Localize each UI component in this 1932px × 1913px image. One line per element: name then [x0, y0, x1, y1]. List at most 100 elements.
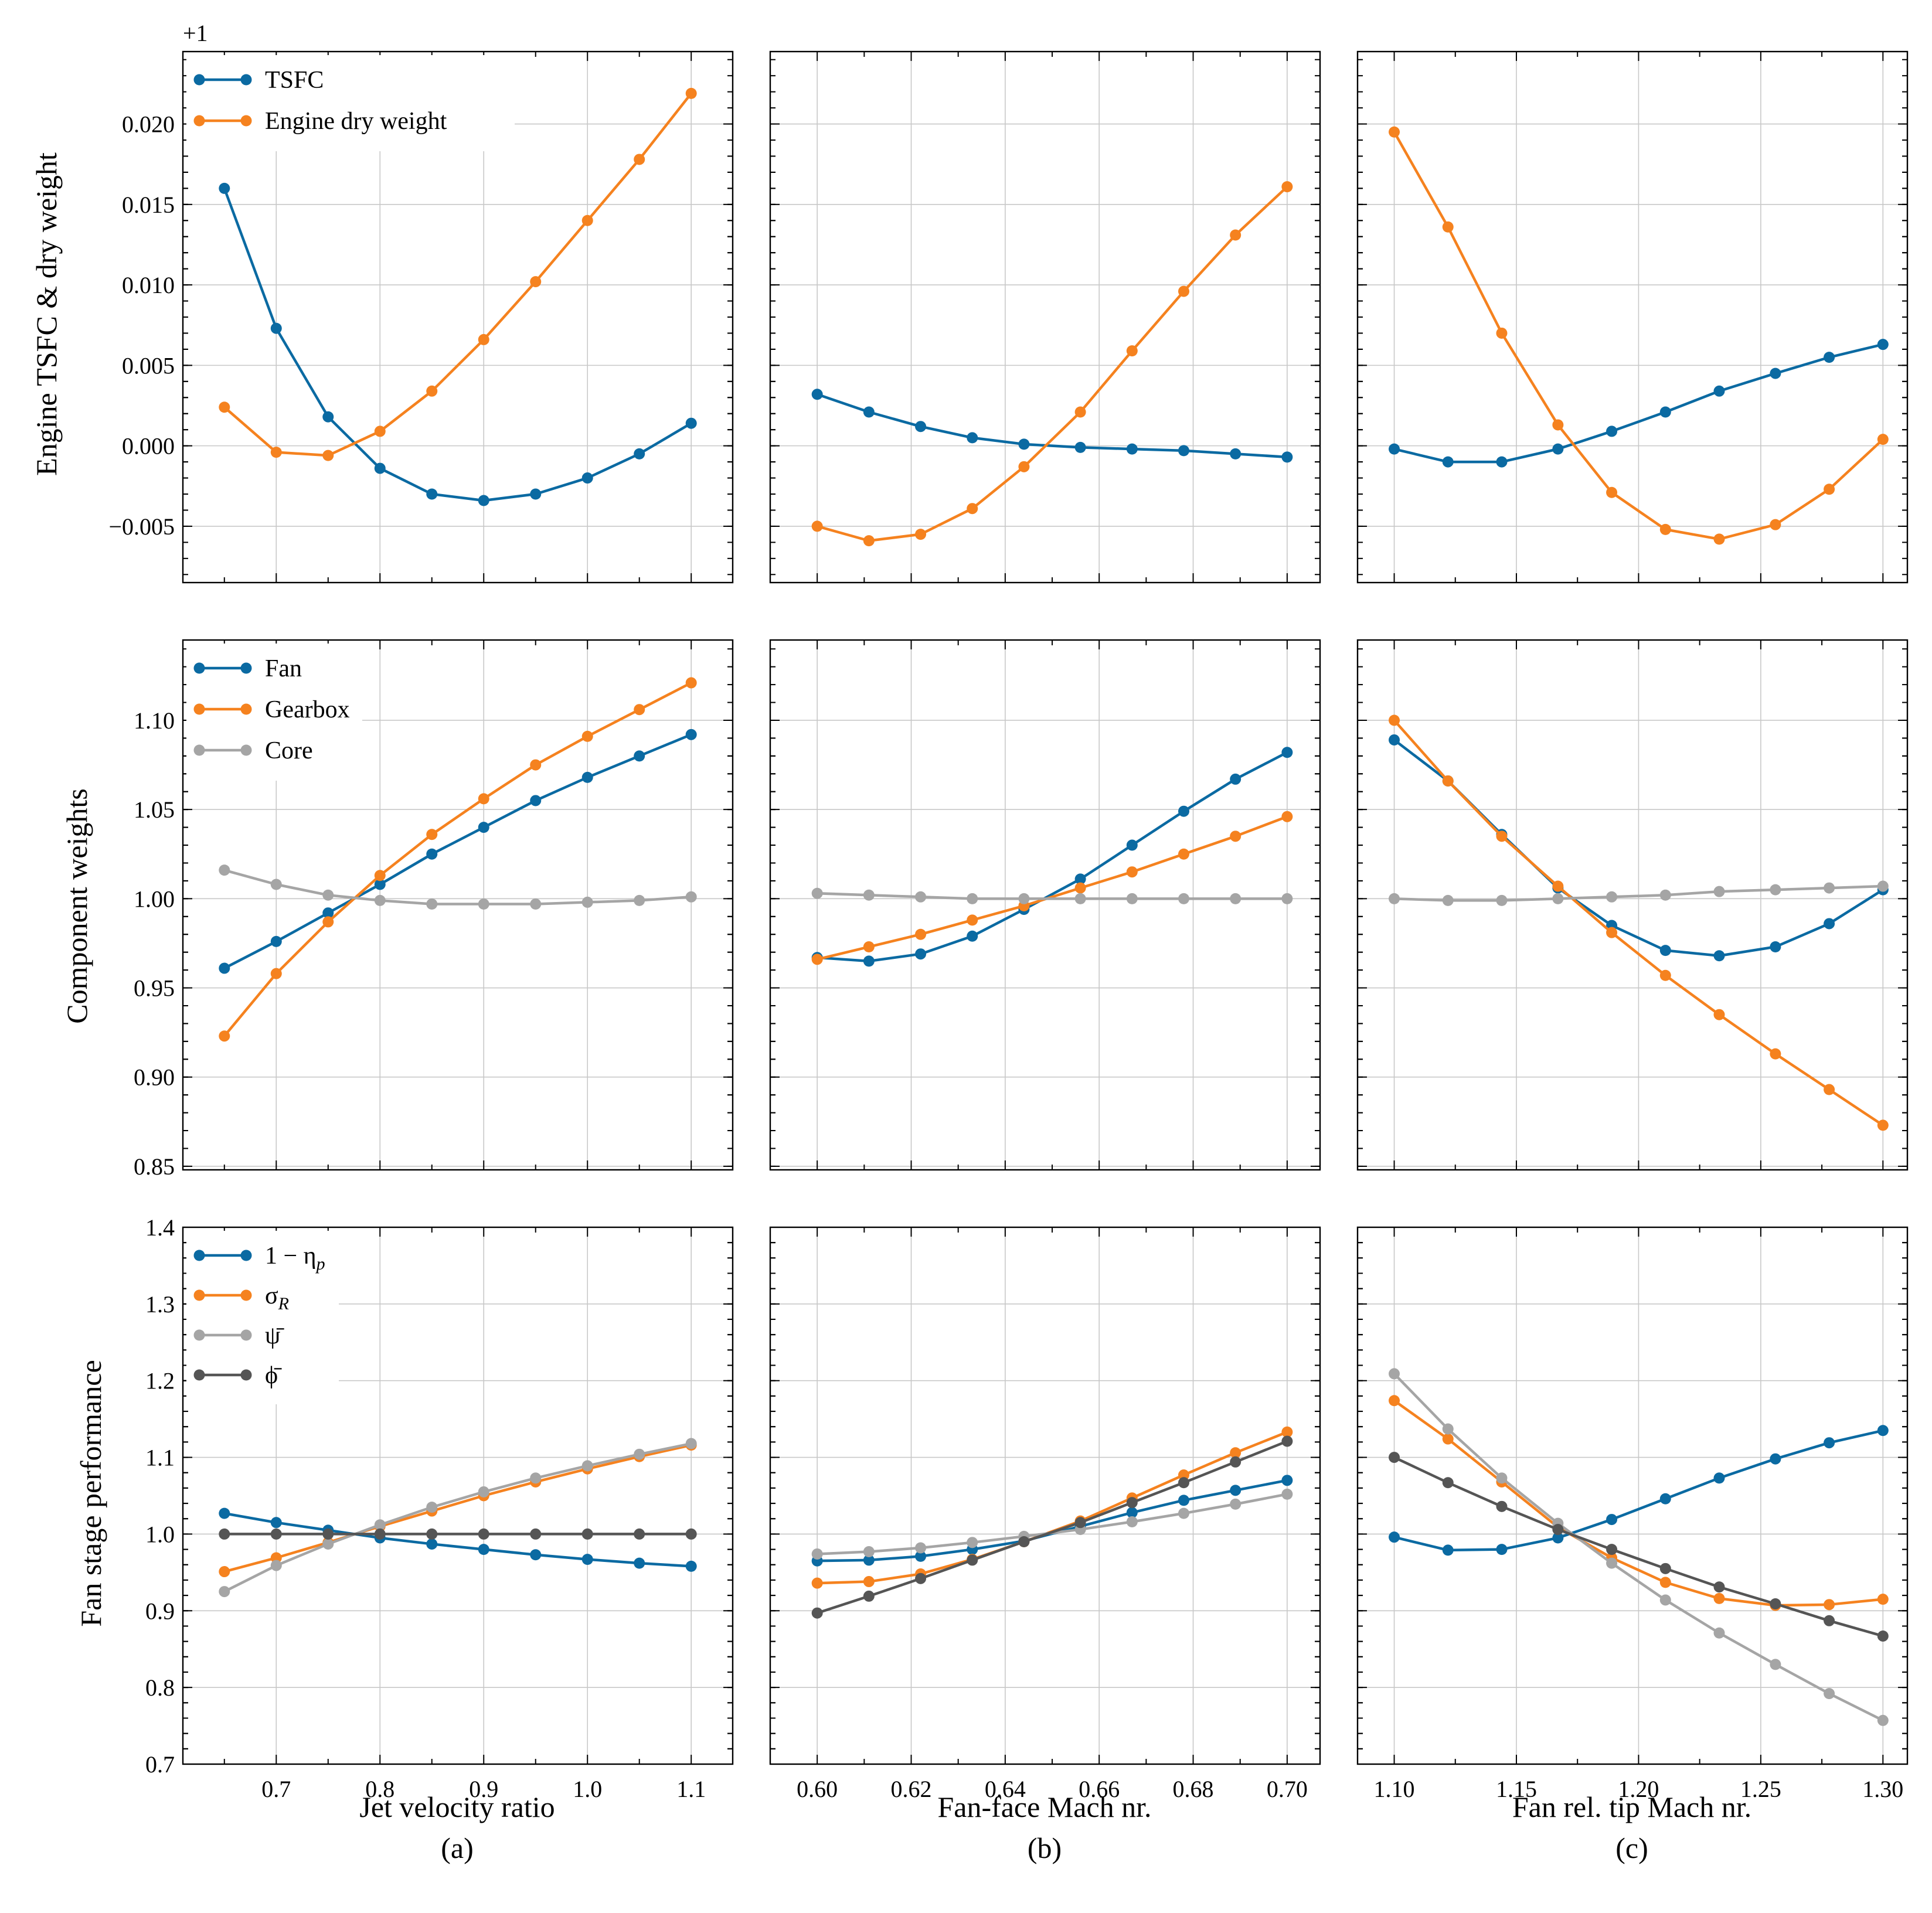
data-point: [1496, 456, 1508, 468]
data-point: [967, 503, 978, 515]
data-point: [1877, 880, 1889, 892]
data-point: [1877, 1714, 1889, 1726]
data-point: [863, 406, 875, 418]
data-point: [863, 1590, 875, 1602]
legend-label: TSFC: [265, 67, 324, 94]
data-point: [1281, 451, 1293, 463]
series-line: [1393, 1399, 1883, 1607]
series-line: [1393, 1456, 1883, 1638]
data-point: [1824, 1615, 1835, 1626]
y-tick-label: 1.05: [134, 796, 175, 823]
data-point: [478, 1528, 489, 1540]
legend-label: Gearbox: [265, 696, 350, 723]
data-point: [863, 1554, 875, 1566]
legend-background: [186, 644, 362, 781]
series-line: [817, 1440, 1288, 1615]
data-point: [530, 488, 542, 500]
legend-marker: [240, 1369, 252, 1381]
x-tick-label: 1.20: [1618, 1776, 1659, 1802]
data-point: [530, 1472, 542, 1484]
data-point: [863, 889, 875, 901]
data-point: [1230, 830, 1241, 842]
data-point: [1824, 352, 1835, 363]
series-core: [811, 887, 1293, 904]
data-point: [1552, 893, 1564, 904]
data-point: [811, 520, 823, 532]
data-point: [634, 894, 645, 906]
series-line: [1394, 343, 1883, 464]
data-point: [1389, 1452, 1400, 1463]
data-point: [685, 417, 697, 429]
data-point: [1713, 533, 1725, 545]
data-point: [1877, 339, 1889, 350]
data-point: [1178, 1469, 1190, 1481]
data-point: [1659, 889, 1671, 901]
series-line: [817, 891, 1287, 900]
data-point: [634, 704, 645, 716]
data-point: [530, 1549, 542, 1561]
series-line: [817, 815, 1288, 961]
data-point: [219, 1507, 230, 1519]
data-point: [1230, 773, 1241, 785]
data-point: [374, 426, 386, 437]
data-point: [1496, 1544, 1508, 1555]
data-point: [1018, 461, 1030, 472]
data-point: [1877, 434, 1889, 445]
y-tick-label: 0.005: [122, 352, 175, 379]
data-point: [219, 864, 230, 876]
data-point: [478, 898, 489, 910]
data-point: [1713, 385, 1725, 397]
x-tick-label: 0.7: [261, 1776, 291, 1802]
data-point: [374, 894, 386, 906]
panel-r0-c1: [769, 50, 1321, 584]
data-point: [1126, 866, 1138, 878]
offset-label: +1: [183, 20, 208, 46]
data-point: [426, 488, 438, 500]
data-point: [811, 954, 823, 965]
data-point: [1389, 893, 1400, 904]
data-point: [581, 896, 593, 908]
data-point: [1770, 519, 1781, 530]
legend-label: Engine dry weight: [265, 108, 447, 135]
data-point: [1442, 1423, 1454, 1435]
data-point: [1126, 345, 1138, 357]
series-line: [817, 751, 1288, 963]
data-point: [322, 916, 334, 928]
data-point: [1281, 1435, 1293, 1447]
data-point: [685, 677, 697, 689]
data-point: [915, 928, 927, 940]
legend-marker: [193, 1250, 205, 1261]
data-point: [1606, 426, 1618, 437]
data-point: [1281, 181, 1293, 193]
data-point: [426, 1502, 438, 1513]
series-gearbox: [1389, 714, 1889, 1131]
y-tick-label: 1.3: [145, 1291, 175, 1318]
row-titles-group: Engine TSFC & dry weight Component weigh…: [30, 152, 107, 1627]
data-point: [1442, 775, 1454, 787]
data-point: [1824, 918, 1835, 930]
data-point: [634, 154, 645, 165]
data-point: [967, 893, 978, 904]
y-tick-label: 0.8: [145, 1674, 175, 1701]
col-titles-group: Jet velocity ratio Fan-face Mach nr. Fan…: [359, 1791, 1751, 1864]
data-point: [1770, 884, 1781, 896]
data-point: [1126, 893, 1138, 904]
y-tick-label: 0.020: [122, 111, 175, 138]
data-point: [1824, 1437, 1835, 1449]
data-point: [1606, 1544, 1618, 1555]
series-line: [1393, 719, 1884, 1126]
data-point: [1126, 443, 1138, 455]
legend: Fan Gearbox Core: [186, 644, 362, 781]
data-point: [530, 898, 542, 910]
data-point: [581, 771, 593, 783]
data-point: [863, 955, 875, 967]
data-point: [1877, 1630, 1889, 1642]
legend-marker: [240, 703, 252, 715]
panel-frame: [769, 1226, 1321, 1765]
data-point: [1713, 1592, 1725, 1604]
data-point: [1178, 893, 1190, 904]
data-point: [374, 462, 386, 474]
data-point: [811, 1548, 823, 1560]
data-point: [478, 1544, 489, 1555]
data-point: [581, 1460, 593, 1472]
